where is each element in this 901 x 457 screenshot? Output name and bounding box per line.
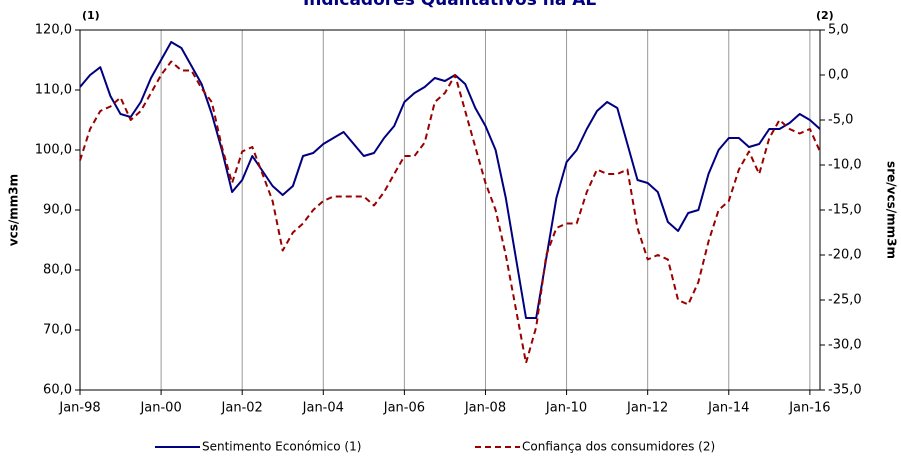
y-tick-label: 120,0 [35,23,72,38]
y-tick-label: 110,0 [35,83,72,98]
x-tick-label: Jan-08 [464,401,506,416]
x-tick-label: Jan-12 [626,401,668,416]
y-axis-label: vcs/mm3m [7,174,21,246]
plot-frame [79,29,821,391]
y2-axis-label: sre/vcs/mm3m [885,161,899,259]
x-tick-label: Jan-04 [302,401,344,416]
series-line [79,60,821,364]
annotation: (2) [816,9,834,22]
legend-label: Confiança dos consumidores (2) [522,440,715,454]
y-tick-label: 80,0 [43,263,72,278]
x-tick-label: Jan-06 [383,401,425,416]
series-line [79,41,821,319]
x-tick-label: Jan-02 [221,401,263,416]
y-tick-label: 90,0 [43,203,72,218]
y2-tick-label: 0,0 [828,68,849,83]
x-tick-label: Jan-10 [545,401,587,416]
x-tick-label: Jan-00 [139,401,181,416]
x-tick-label: Jan-14 [707,401,749,416]
y2-tick-label: -35,0 [828,383,862,398]
y2-tick-label: -5,0 [828,113,853,128]
x-tick-label: Jan-98 [58,401,100,416]
y-tick-label: 70,0 [43,323,72,338]
chart-title: Indicadores Qualitativos na AE [303,0,597,10]
y-tick-label: 60,0 [43,383,72,398]
y2-tick-label: -30,0 [828,338,862,353]
y2-tick-label: -10,0 [828,158,862,173]
y2-tick-label: 5,0 [828,23,849,38]
x-tick-label: Jan-16 [788,401,830,416]
y2-tick-label: -25,0 [828,293,862,308]
y2-tick-label: -15,0 [828,203,862,218]
y2-tick-label: -20,0 [828,248,862,263]
y-tick-label: 100,0 [35,143,72,158]
annotation: (1) [82,9,100,22]
legend-label: Sentimento Económico (1) [202,440,361,454]
